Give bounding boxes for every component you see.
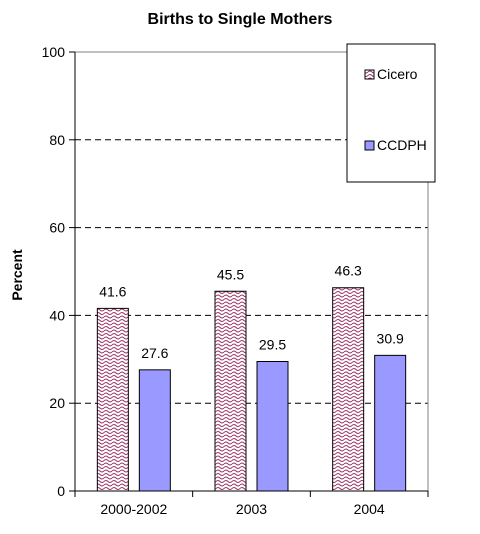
labels: 0 20 40 60 80 100 2000-2002 41.6 27.6 2003 45.5 29.…	[42, 44, 404, 517]
legend-box	[346, 43, 436, 183]
legend-swatch-cicero	[364, 69, 375, 80]
y-tick-label: 100	[42, 44, 66, 60]
data-label: 46.3	[335, 263, 362, 279]
bar-ccdph	[374, 354, 407, 492]
bars	[96, 287, 407, 492]
data-label: 29.5	[259, 336, 286, 352]
y-tick-label: 60	[49, 220, 65, 236]
data-label: 45.5	[217, 266, 244, 282]
y-tick-label: 40	[49, 307, 65, 323]
x-tick-label: 2004	[354, 501, 385, 517]
bar-ccdph	[138, 369, 171, 492]
bar-cicero	[214, 290, 247, 492]
legend: Cicero CCDPH	[346, 43, 436, 183]
data-label: 27.6	[141, 345, 168, 361]
bar-ccdph	[256, 360, 289, 492]
y-tick-label: 80	[49, 132, 65, 148]
x-tick-label: 2003	[236, 501, 267, 517]
y-tick-label: 20	[49, 395, 65, 411]
x-tick-label: 2000-2002	[100, 501, 167, 517]
bar-cicero	[332, 287, 365, 492]
y-axis-label: Percent	[9, 249, 25, 301]
y-tick-label: 0	[57, 483, 65, 499]
data-label: 30.9	[377, 330, 404, 346]
chart-title: Births to Single Mothers	[148, 11, 333, 28]
data-label: 41.6	[99, 283, 126, 299]
legend-label: CCDPH	[377, 137, 427, 153]
bar-cicero	[96, 307, 129, 492]
legend-label: Cicero	[377, 66, 418, 82]
legend-swatch-ccdph	[364, 140, 375, 151]
